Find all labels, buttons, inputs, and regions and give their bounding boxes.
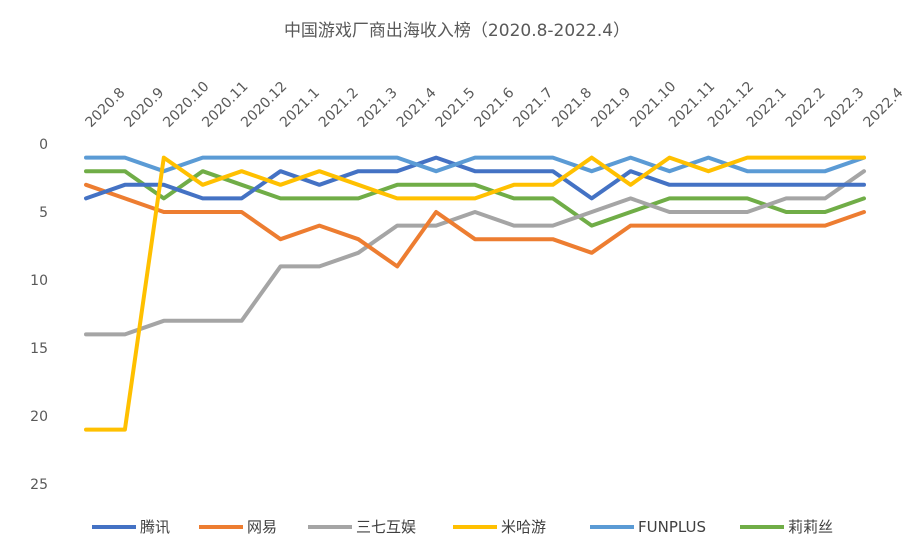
- legend-label: 腾讯: [140, 518, 170, 536]
- series-line-4: [84, 155, 866, 432]
- x-tick-label: 2021.6: [472, 85, 518, 131]
- series-lines: [84, 155, 866, 432]
- series-line-6: [84, 169, 866, 228]
- legend-label: 三七互娱: [356, 518, 416, 536]
- x-tick-label: 2021.8: [549, 85, 595, 131]
- x-tick-label: 2020.9: [121, 85, 167, 131]
- x-tick-label: 2021.7: [510, 85, 556, 131]
- series-line-1: [84, 155, 866, 201]
- y-tick-label: 5: [39, 205, 48, 221]
- x-tick-label: 2020.8: [83, 85, 129, 131]
- x-tick-label: 2021.3: [355, 85, 401, 131]
- y-tick-label: 15: [30, 341, 48, 357]
- legend: 腾讯 网易 三七互娱 米哈游 FUNPLUS 莉莉丝: [92, 518, 833, 536]
- x-tick-label: 2022.4: [861, 85, 907, 131]
- legend-label: 米哈游: [501, 518, 546, 536]
- y-tick-label: 25: [30, 477, 48, 493]
- y-tick-label: 20: [30, 409, 48, 425]
- x-tick-label: 2022.3: [822, 85, 868, 131]
- x-tick-label: 2021.9: [588, 85, 634, 131]
- y-tick-label: 10: [30, 273, 48, 289]
- legend-label: FUNPLUS: [638, 518, 706, 536]
- series-line-3: [84, 169, 866, 337]
- x-tick-label: 2021.5: [433, 85, 479, 131]
- series-line-2: [84, 182, 866, 269]
- legend-label: 莉莉丝: [788, 518, 833, 536]
- y-tick-label: 0: [39, 137, 48, 153]
- series-line-5: [84, 155, 866, 174]
- y-tick-labels: 0 5 10 15 20 25: [30, 137, 48, 493]
- x-tick-labels: 2020.82020.92020.102020.112020.122021.12…: [83, 79, 907, 131]
- x-tick-label: 2021.4: [394, 85, 440, 131]
- legend-label: 网易: [247, 518, 277, 536]
- chart-title: 中国游戏厂商出海收入榜（2020.8-2022.4）: [284, 21, 630, 41]
- x-tick-label: 2022.2: [783, 85, 829, 131]
- x-tick-label: 2021.2: [316, 85, 362, 131]
